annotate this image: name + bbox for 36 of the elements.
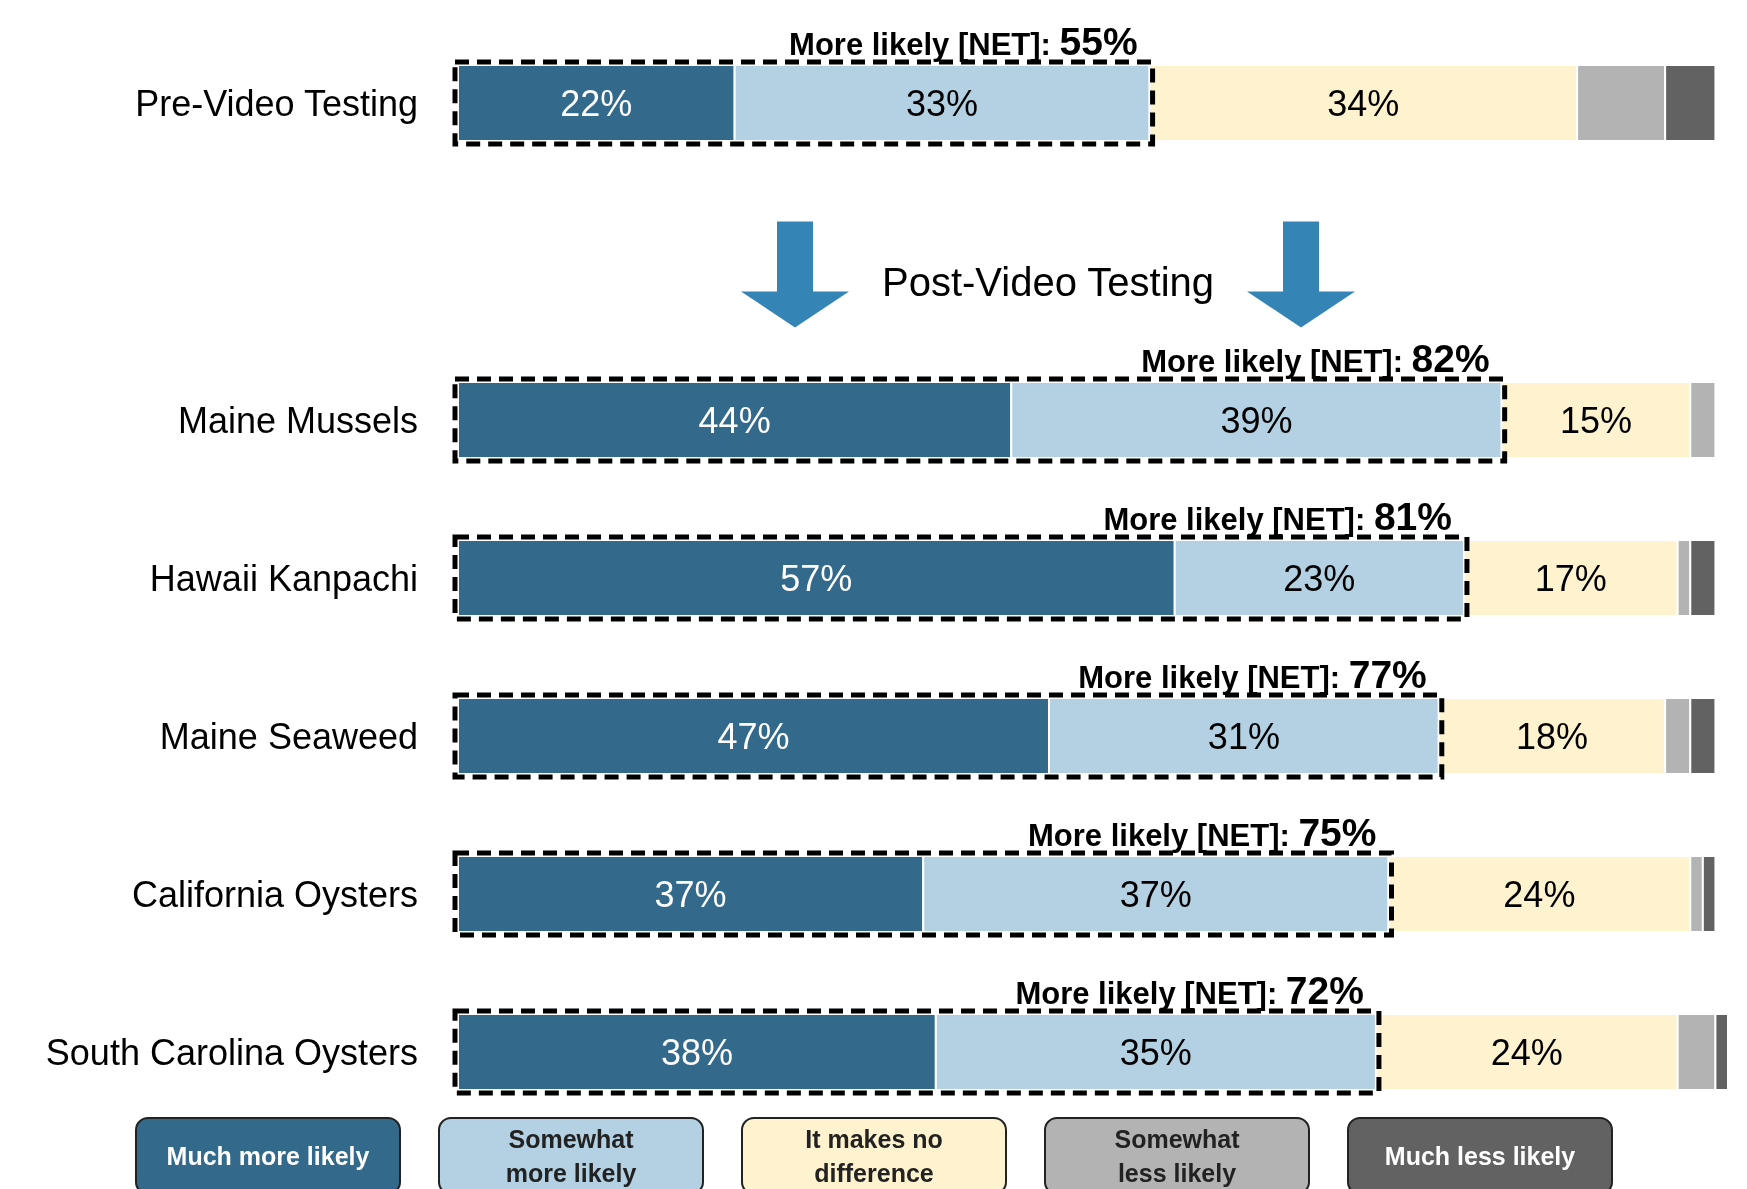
data-label: 35%	[1119, 1031, 1192, 1073]
annotation: More likely [NET]: 81%	[1103, 495, 1452, 538]
data-label: 47%	[717, 715, 790, 757]
y-tick-label: Maine Mussels	[177, 399, 418, 441]
text: Somewhat less likely	[1114, 1124, 1241, 1187]
data-label: 37%	[1119, 873, 1192, 915]
data-label: 18%	[1515, 715, 1588, 757]
y-tick-label: Pre-Video Testing	[135, 82, 418, 124]
data-label: 17%	[1534, 557, 1607, 599]
annotation: More likely [NET]: 75%	[1027, 811, 1377, 854]
data-label: 24%	[1503, 873, 1576, 915]
data-label: 15%	[1559, 399, 1632, 441]
data-label: 23%	[1283, 557, 1356, 599]
text: Much more likely	[166, 1141, 370, 1170]
annotation: More likely [NET]: 55%	[789, 20, 1138, 63]
data-label: 37%	[654, 873, 727, 915]
data-label: 22%	[560, 82, 633, 124]
annotation: Post-Video Testing	[881, 259, 1215, 304]
data-label: 57%	[780, 557, 853, 599]
data-label: 33%	[906, 82, 979, 124]
annotation: More likely [NET]: 77%	[1078, 653, 1427, 696]
y-tick-label: Maine Seaweed	[159, 715, 418, 757]
data-label: 34%	[1327, 82, 1400, 124]
y-tick-label: Hawaii Kanpachi	[149, 557, 418, 599]
data-label: 24%	[1490, 1031, 1563, 1073]
y-tick-label: South Carolina Oysters	[45, 1031, 418, 1073]
annotation: More likely [NET]: 72%	[1015, 969, 1364, 1012]
text: It makes no difference	[805, 1124, 943, 1187]
annotation: More likely [NET]: 82%	[1141, 337, 1490, 380]
text: Much less likely	[1384, 1141, 1576, 1170]
data-label: 38%	[660, 1031, 733, 1073]
data-label: 31%	[1207, 715, 1280, 757]
y-tick-label: California Oysters	[131, 873, 418, 915]
text: Somewhat more likely	[505, 1124, 637, 1187]
data-label: 44%	[698, 399, 771, 441]
data-label: 39%	[1220, 399, 1293, 441]
